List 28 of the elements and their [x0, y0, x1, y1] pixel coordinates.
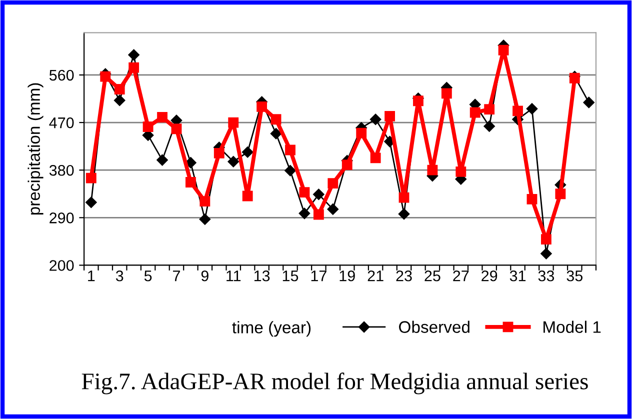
text: Fig.7. AdaGEP-AR model for Medgidia annual series [82, 372, 588, 394]
x-tick-label: 33 [538, 270, 554, 282]
y-tick-label: 380 [49, 164, 74, 176]
y-axis-title: precipitation (mm) [28, 83, 44, 215]
x-tick-label: 11 [226, 270, 241, 282]
x-tick-label: 13 [254, 270, 270, 282]
x-tick-label: 3 [116, 270, 124, 282]
x-tick-label: 35 [566, 270, 583, 282]
x-tick-label: 27 [453, 270, 469, 282]
x-tick-label: 17 [311, 270, 326, 282]
x-axis-title: time (year) [232, 321, 311, 337]
x-tick-label: 21 [368, 270, 384, 282]
y-tick-label: 200 [50, 260, 74, 271]
x-tick-label: 1 [88, 270, 95, 282]
x-tick-label: 5 [144, 270, 152, 282]
x-tick-label: 29 [482, 270, 498, 282]
x-tick-label: 15 [282, 270, 298, 282]
legend-label: Observed [399, 320, 470, 333]
legend-label: Model 1 [544, 320, 601, 333]
x-tick-label: 25 [424, 270, 440, 282]
y-tick-label: 560 [49, 70, 74, 81]
x-tick-label: 7 [173, 270, 180, 282]
x-tick-label: 31 [510, 270, 526, 282]
x-tick-label: 19 [340, 270, 355, 282]
y-tick-label: 290 [50, 212, 74, 224]
y-tick-label: 470 [49, 117, 74, 128]
x-tick-label: 9 [201, 270, 208, 282]
x-tick-label: 23 [396, 270, 412, 282]
